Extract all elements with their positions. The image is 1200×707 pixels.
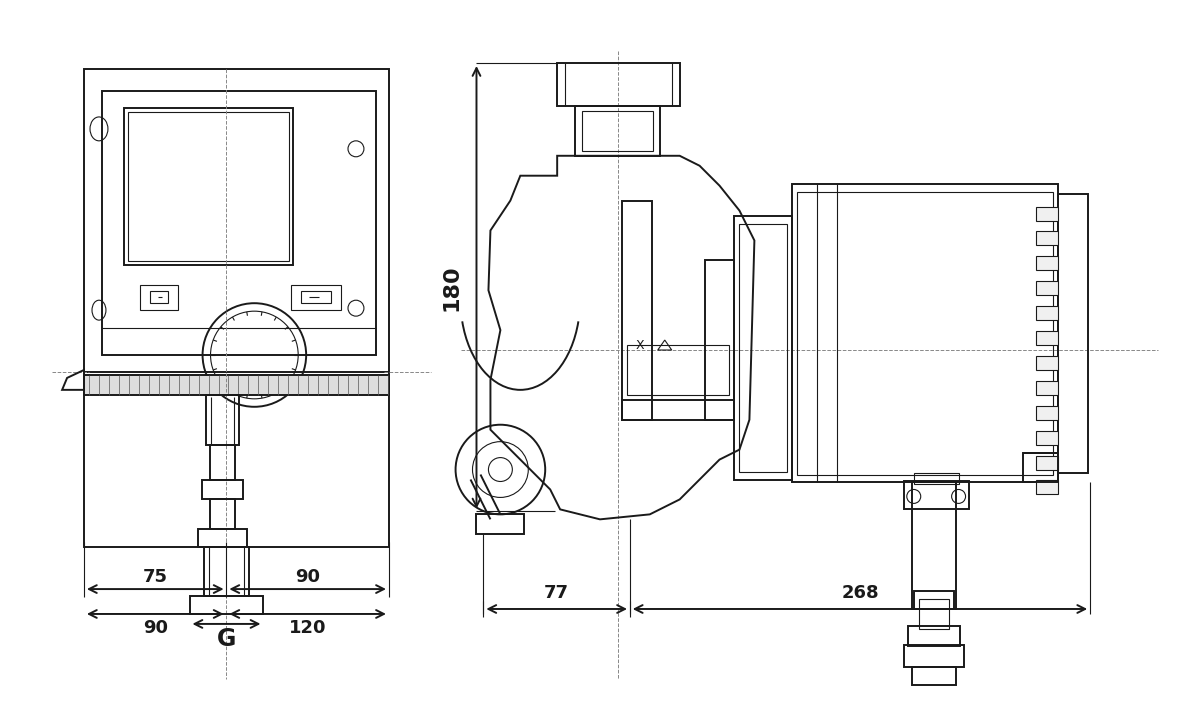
Bar: [1037, 481, 1058, 494]
Bar: [190, 596, 263, 614]
Bar: [128, 112, 289, 262]
Bar: [84, 375, 389, 395]
Bar: [210, 445, 235, 479]
Bar: [140, 285, 178, 310]
Bar: [792, 184, 1058, 482]
Bar: [124, 108, 293, 265]
Bar: [907, 626, 960, 646]
Text: 77: 77: [544, 584, 569, 602]
Bar: [301, 291, 331, 303]
Bar: [575, 106, 660, 156]
Text: X: X: [636, 339, 644, 351]
Bar: [704, 260, 734, 420]
Bar: [622, 201, 652, 420]
Bar: [913, 472, 959, 484]
Bar: [739, 223, 787, 472]
Bar: [557, 63, 679, 106]
Bar: [1037, 381, 1058, 395]
Bar: [476, 515, 524, 534]
Bar: [210, 499, 235, 530]
Bar: [912, 667, 955, 684]
Bar: [913, 591, 954, 609]
Bar: [1058, 194, 1088, 472]
Bar: [797, 192, 1054, 474]
Bar: [626, 345, 730, 395]
Text: 268: 268: [841, 584, 878, 602]
Bar: [1024, 452, 1058, 482]
Bar: [150, 291, 168, 303]
Bar: [84, 69, 389, 547]
Bar: [202, 479, 244, 499]
Bar: [904, 481, 968, 509]
Text: 120: 120: [289, 619, 326, 637]
Bar: [912, 482, 955, 609]
Bar: [1037, 455, 1058, 469]
Text: 90: 90: [295, 568, 320, 586]
Text: 180: 180: [442, 264, 462, 310]
Bar: [1037, 306, 1058, 320]
Bar: [1037, 331, 1058, 345]
Bar: [1037, 281, 1058, 296]
Bar: [102, 91, 376, 355]
Bar: [1037, 356, 1058, 370]
Bar: [198, 530, 247, 547]
Text: G: G: [217, 627, 236, 651]
Bar: [1037, 206, 1058, 221]
Bar: [734, 216, 792, 479]
Bar: [205, 395, 240, 445]
Bar: [582, 111, 653, 151]
Bar: [292, 285, 341, 310]
Bar: [622, 400, 734, 420]
Bar: [919, 599, 949, 629]
Bar: [1037, 406, 1058, 420]
Text: 75: 75: [143, 568, 168, 586]
Bar: [204, 547, 250, 596]
Text: 90: 90: [143, 619, 168, 637]
Bar: [1037, 431, 1058, 445]
Bar: [904, 645, 964, 667]
Bar: [1037, 257, 1058, 270]
Bar: [1037, 231, 1058, 245]
